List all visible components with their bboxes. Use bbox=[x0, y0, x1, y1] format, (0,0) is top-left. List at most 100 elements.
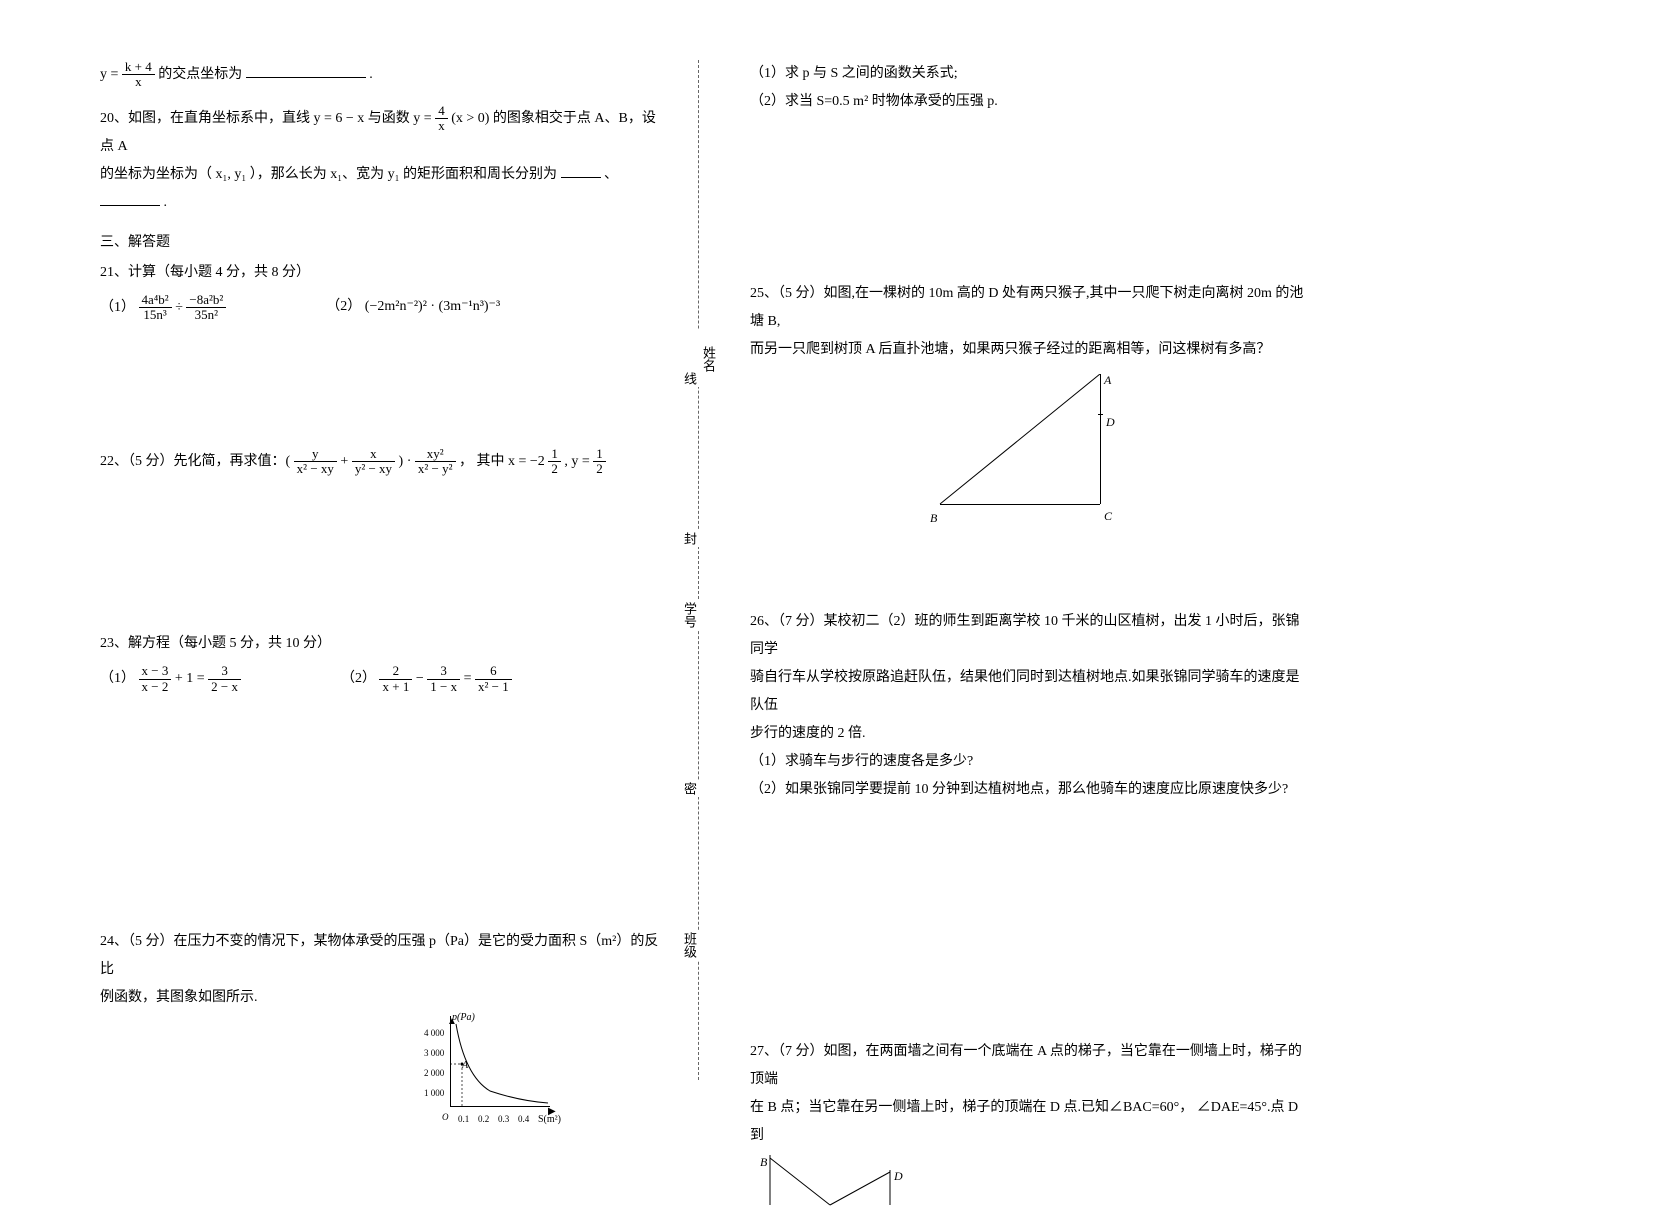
spacer bbox=[750, 928, 1310, 1038]
spacer bbox=[750, 240, 1310, 280]
q22-frb: 1 2 bbox=[593, 447, 606, 477]
q20-frac: 4 x bbox=[435, 104, 448, 134]
chart-xtick-1: 0.2 bbox=[478, 1110, 489, 1128]
fig-hypotenuse-icon bbox=[920, 374, 1140, 524]
q23-p2-f1: 2 x + 1 bbox=[379, 664, 412, 694]
spacer bbox=[750, 818, 1310, 928]
q21-p2: （2） (−2m²n⁻²)² · (3m⁻¹n³)⁻³ bbox=[326, 293, 500, 323]
q23-p1-mid: + 1 = bbox=[175, 671, 208, 686]
left-page: y = k + 4 x 的交点坐标为 . 20、如图，在直角坐标系中，直线 y … bbox=[80, 60, 680, 1080]
spacer bbox=[750, 538, 1310, 608]
q27-t1: 27、（7 分）如图，在两面墙之间有一个底端在 A 点的梯子，当它靠在一侧墙上时… bbox=[750, 1038, 1310, 1094]
q19-frac: k + 4 x bbox=[122, 60, 155, 90]
q19-blank bbox=[246, 64, 366, 78]
q24b: （1）求 p 与 S 之间的函数关系式; （2）求当 S=0.5 m² 时物体承… bbox=[750, 60, 1310, 116]
binding-area: 姓名 线 封 学号 密 班级 bbox=[680, 60, 720, 1080]
q23-p1-f2n: 3 bbox=[208, 664, 241, 679]
q22-f1n: y bbox=[294, 447, 337, 462]
q20-sep: 、 bbox=[604, 167, 618, 182]
q22-mid: ) · bbox=[399, 454, 415, 469]
chart-xtick-0: 0.1 bbox=[458, 1110, 469, 1128]
q26: 26、（7 分）某校初二（2）班的师生到距离学校 10 千米的山区植树，出发 1… bbox=[750, 608, 1310, 804]
q23-p2-m1: − bbox=[416, 671, 427, 686]
q26-t5: （2）如果张锦同学要提前 10 分钟到达植树地点，那么他骑车的速度应比原速度快多… bbox=[750, 776, 1310, 804]
q22-f1: y x² − xy bbox=[294, 447, 337, 477]
chart-curve-icon bbox=[450, 1016, 550, 1106]
q19-prefix: y = bbox=[100, 67, 122, 82]
q25-t1: 25、（5 分）如图,在一棵树的 10m 高的 D 处有两只猴子,其中一只爬下树… bbox=[750, 280, 1310, 336]
spacer bbox=[100, 818, 660, 928]
q27-label-b: B bbox=[760, 1150, 767, 1174]
q19-frac-d: x bbox=[122, 75, 155, 89]
spacer bbox=[750, 130, 1310, 240]
q23-parts: （1） x − 3 x − 2 + 1 = 3 2 − x （2） 2 x + … bbox=[100, 664, 660, 694]
q22: 22、（5 分）先化简，再求值：( y x² − xy + x y² − xy … bbox=[100, 447, 660, 477]
chart-origin: O bbox=[442, 1108, 449, 1126]
q25-t2: 而另一只爬到树顶 A 后直扑池塘，如果两只猴子经过的距离相等，问这棵树有多高？ bbox=[750, 336, 1310, 364]
q22-f2: x y² − xy bbox=[352, 447, 395, 477]
q26-t4: （1）求骑车与步行的速度各是多少? bbox=[750, 748, 1310, 776]
spacer bbox=[100, 490, 660, 600]
q22-tail: ， 其中 x = −2 bbox=[459, 454, 545, 469]
q27: 27、（7 分）如图，在两面墙之间有一个底端在 A 点的梯子，当它靠在一侧墙上时… bbox=[750, 1038, 1310, 1210]
chart-ytick-3: 1 000 bbox=[424, 1084, 444, 1102]
q21-p1-f2d: 35n² bbox=[186, 308, 226, 322]
q21-p1-f2: −8a²b² 35n² bbox=[186, 293, 226, 323]
q22-f1d: x² − xy bbox=[294, 462, 337, 476]
q22-frb-n: 1 bbox=[593, 447, 606, 462]
chart-ytick-0: 4 000 bbox=[424, 1024, 444, 1042]
chart-xaxis bbox=[450, 1106, 550, 1107]
fold-dash-line bbox=[698, 60, 699, 1080]
q23-p2-f1d: x + 1 bbox=[379, 680, 412, 694]
binding-name-label: 姓名 线 bbox=[680, 330, 718, 387]
fig-label-d: D bbox=[1106, 410, 1115, 434]
q23-p2-f3: 6 x² − 1 bbox=[475, 664, 512, 694]
q25-figure: A D B C bbox=[920, 374, 1140, 524]
q23-p2-f2d: 1 − x bbox=[427, 680, 460, 694]
q23-p1-f2: 3 2 − x bbox=[208, 664, 241, 694]
q23-p2-f3d: x² − 1 bbox=[475, 680, 512, 694]
q21-p1-op: ÷ bbox=[175, 300, 186, 315]
q23-p1-label: （1） bbox=[100, 671, 135, 686]
binding-xue-text: 学号 bbox=[682, 602, 697, 628]
q20: 20、如图，在直角坐标系中，直线 y = 6 − x 与函数 y = 4 x (… bbox=[100, 104, 660, 218]
spacer bbox=[100, 708, 660, 818]
q19-frac-n: k + 4 bbox=[122, 60, 155, 75]
right-page: （1）求 p 与 S 之间的函数关系式; （2）求当 S=0.5 m² 时物体承… bbox=[730, 60, 1330, 1080]
q23-p1: （1） x − 3 x − 2 + 1 = 3 2 − x bbox=[100, 664, 241, 694]
q21-p1-label: （1） bbox=[100, 300, 135, 315]
q20-t1: 20、如图，在直角坐标系中，直线 y = 6 − x 与函数 y = bbox=[100, 111, 435, 126]
q22-fra: 1 2 bbox=[548, 447, 561, 477]
q23: 23、解方程（每小题 5 分，共 10 分） （1） x − 3 x − 2 +… bbox=[100, 630, 660, 694]
fig-label-c: C bbox=[1104, 504, 1112, 528]
binding-ban-text: 班级 bbox=[682, 932, 697, 958]
q23-p2-f2n: 3 bbox=[427, 664, 460, 679]
binding-feng: 封 bbox=[680, 530, 699, 547]
q22-title: 22、（5 分）先化简，再求值：( bbox=[100, 454, 290, 469]
chart-xtick-2: 0.3 bbox=[498, 1110, 509, 1128]
chart-ytick-2: 2 000 bbox=[424, 1064, 444, 1082]
q23-p1-f1d: x − 2 bbox=[139, 680, 172, 694]
q23-title: 23、解方程（每小题 5 分，共 10 分） bbox=[100, 630, 660, 658]
q23-p2-label: （2） bbox=[341, 671, 376, 686]
q22-f3n: xy² bbox=[415, 447, 456, 462]
q27-svg-icon bbox=[760, 1150, 940, 1210]
chart-xlabel: S(m²) bbox=[538, 1110, 561, 1130]
q20-end: . bbox=[164, 195, 168, 210]
q21-p1-f1n: 4a⁴b² bbox=[139, 293, 172, 308]
q20-blank1 bbox=[561, 164, 601, 178]
chart-xtick-3: 0.4 bbox=[518, 1110, 529, 1128]
binding-mi: 密 bbox=[680, 780, 699, 797]
q21-p2-expr: (−2m²n⁻²)² · (3m⁻¹n³)⁻³ bbox=[365, 299, 500, 314]
q23-p2: （2） 2 x + 1 − 3 1 − x = 6 x² − 1 bbox=[341, 664, 512, 694]
q27-t2: 在 B 点；当它靠在另一侧墙上时，梯子的顶端在 D 点.已知∠BAC=60°， … bbox=[750, 1094, 1310, 1150]
q26-t1: 26、（7 分）某校初二（2）班的师生到距离学校 10 千米的山区植树，出发 1… bbox=[750, 608, 1310, 664]
q22-f2n: x bbox=[352, 447, 395, 462]
q23-p2-f1n: 2 bbox=[379, 664, 412, 679]
q26-t2: 骑自行车从学校按原路追赶队伍，结果他们同时到达植树地点.如果张锦同学骑车的速度是… bbox=[750, 664, 1310, 720]
q21-p1-f2n: −8a²b² bbox=[186, 293, 226, 308]
q22-frb-d: 2 bbox=[593, 462, 606, 476]
q21-p1-f1d: 15n³ bbox=[139, 308, 172, 322]
q22-fra-n: 1 bbox=[548, 447, 561, 462]
q24-chart: ▲ ▶ p(Pa) S(m²) O 4 000 3 000 2 000 1 00… bbox=[420, 1016, 560, 1126]
